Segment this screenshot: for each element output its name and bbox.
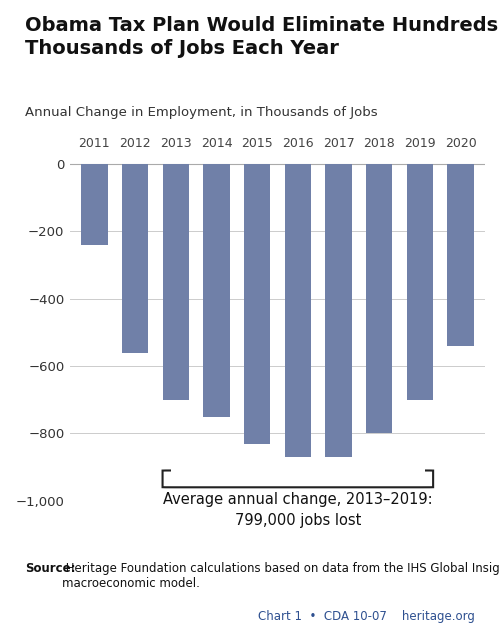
Bar: [366, 164, 392, 433]
Bar: [326, 164, 352, 457]
Bar: [448, 164, 474, 346]
Bar: [244, 164, 270, 444]
Bar: [284, 164, 311, 457]
Bar: [406, 164, 433, 400]
Text: Source:: Source:: [25, 562, 76, 575]
Text: Annual Change in Employment, in Thousands of Jobs: Annual Change in Employment, in Thousand…: [25, 106, 378, 119]
Text: Average annual change, 2013–2019:
799,000 jobs lost: Average annual change, 2013–2019: 799,00…: [163, 492, 432, 528]
Bar: [81, 164, 108, 245]
Text: Heritage Foundation calculations based on data from the IHS Global Insight U.S.
: Heritage Foundation calculations based o…: [62, 562, 500, 590]
Bar: [170, 457, 425, 474]
Bar: [122, 164, 148, 352]
Bar: [203, 164, 230, 417]
Text: Chart 1  •  CDA 10-07    heritage.org: Chart 1 • CDA 10-07 heritage.org: [258, 610, 475, 623]
Text: Obama Tax Plan Would Eliminate Hundreds of
Thousands of Jobs Each Year: Obama Tax Plan Would Eliminate Hundreds …: [25, 16, 500, 58]
Bar: [162, 164, 189, 400]
